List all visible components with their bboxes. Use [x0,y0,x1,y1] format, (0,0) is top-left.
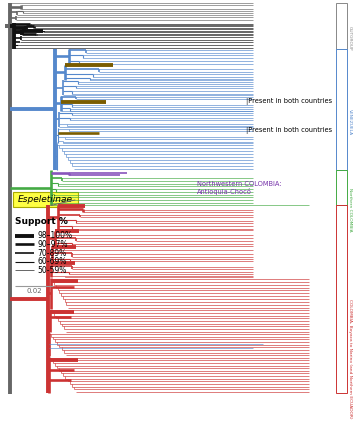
Bar [336,3,346,49]
Text: |Present in both countries: |Present in both countries [246,98,332,105]
Bar [13,192,78,207]
Text: 70-89%: 70-89% [37,249,67,258]
Text: 90–97%: 90–97% [37,240,68,249]
Text: 0.02: 0.02 [26,288,42,293]
Text: Espeletiinae: Espeletiinae [18,195,73,204]
Text: VENEZUELA: VENEZUELA [348,109,352,135]
Text: Northwestern COLOMBIA:
Antioquia-Chocó: Northwestern COLOMBIA: Antioquia-Chocó [197,181,281,195]
Bar [336,170,346,205]
Text: COLOMBIA, Boyaca to Narino (and Northern ECUADOR): COLOMBIA, Boyaca to Narino (and Northern… [348,299,352,418]
Bar [336,49,346,170]
Text: 60-69%: 60-69% [37,257,67,266]
Text: |Present in both countries: |Present in both countries [246,127,332,134]
Text: OUTGROUP: OUTGROUP [348,26,352,51]
Text: 50-59%: 50-59% [37,266,67,275]
Text: 98–100%: 98–100% [37,231,72,240]
Text: Northern COLOMBIA: Northern COLOMBIA [348,187,352,231]
Bar [336,205,346,392]
Text: Support %: Support % [15,217,67,226]
